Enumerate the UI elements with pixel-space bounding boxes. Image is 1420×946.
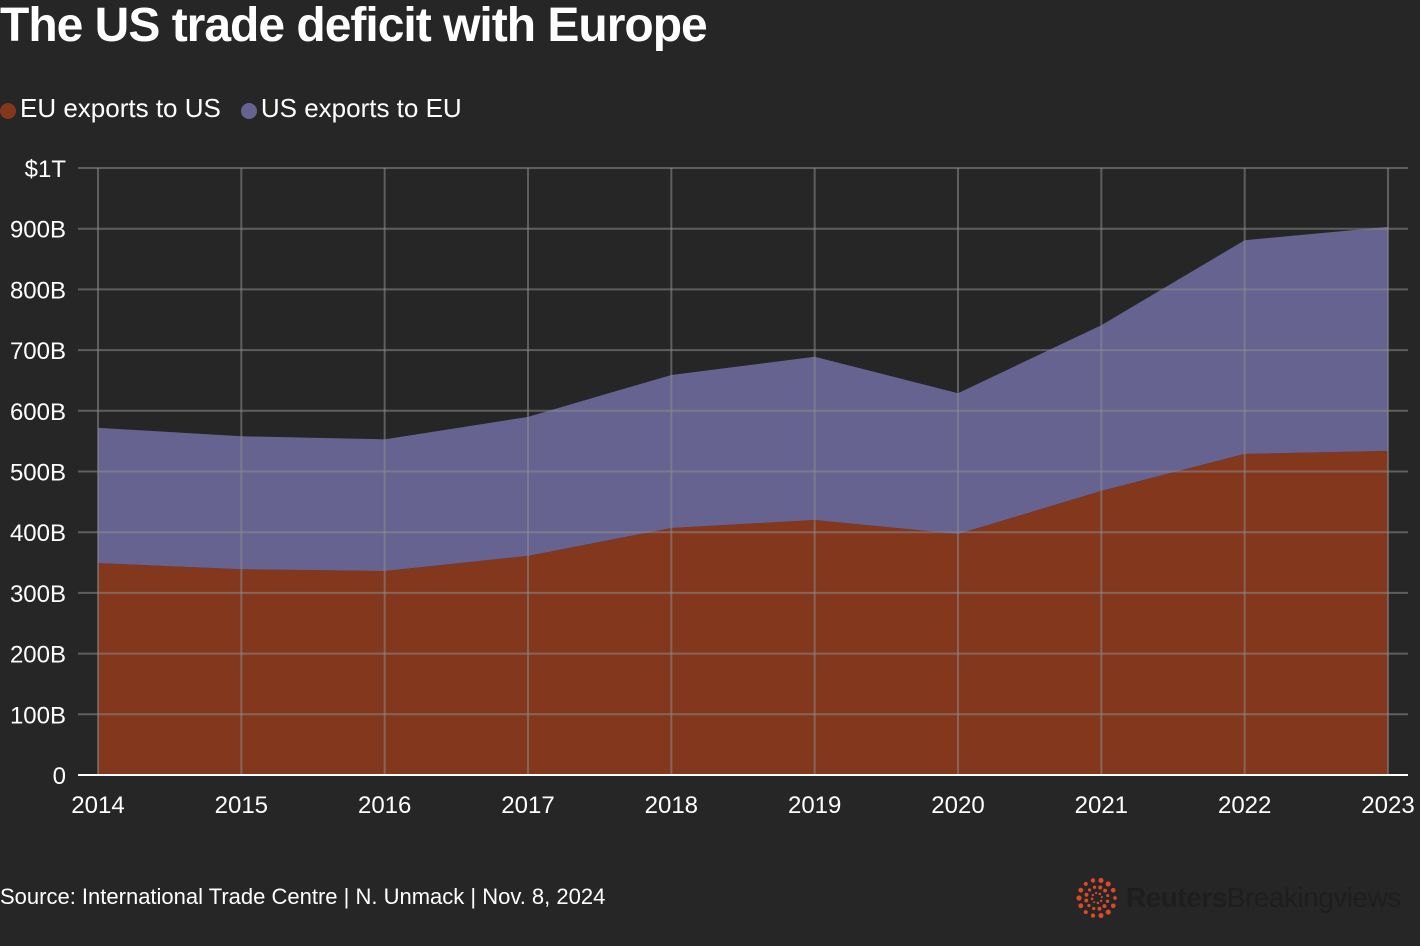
y-tick-label: 400B xyxy=(10,520,66,547)
x-tick-label: 2020 xyxy=(931,792,984,819)
source-note: Source: International Trade Centre | N. … xyxy=(0,884,606,909)
x-tick-label: 2014 xyxy=(71,792,124,819)
x-tick-label: 2023 xyxy=(1361,792,1414,819)
x-tick-label: 2021 xyxy=(1075,792,1128,819)
reuters-breakingviews-logo: ReutersBreakingviews xyxy=(1076,877,1401,919)
y-tick-label: 800B xyxy=(10,277,66,304)
x-tick-label: 2016 xyxy=(358,792,411,819)
legend-swatch-us xyxy=(240,102,257,119)
x-tick-label: 2022 xyxy=(1218,792,1271,819)
y-tick-label: 600B xyxy=(10,399,66,426)
chart-title: The US trade deficit with Europe xyxy=(0,0,708,52)
legend-label-eu: EU exports to US xyxy=(20,93,221,123)
legend-label-us: US exports to EU xyxy=(260,93,462,123)
y-tick-label: 700B xyxy=(10,338,66,365)
y-tick-label: 200B xyxy=(10,642,66,669)
legend-swatch-eu xyxy=(0,102,16,119)
x-tick-label: 2018 xyxy=(645,792,698,819)
y-tick-label: 0 xyxy=(53,763,66,790)
y-tick-label: 100B xyxy=(10,702,66,729)
reuters-logo-icon xyxy=(1076,877,1117,919)
legend-item-us: US exports to EU xyxy=(240,93,462,124)
y-tick-label: $1T xyxy=(25,156,67,183)
y-tick-label: 500B xyxy=(10,460,66,487)
x-tick-label: 2019 xyxy=(788,792,841,819)
legend-item-eu: EU exports to US xyxy=(0,93,221,124)
logo-text-light: Breakingviews xyxy=(1226,882,1402,913)
logo-text-bold: Reuters xyxy=(1126,882,1227,913)
legend: EU exports to US US exports to EU xyxy=(0,93,462,124)
x-tick-label: 2015 xyxy=(215,792,268,819)
x-tick-label: 2017 xyxy=(501,792,554,819)
y-tick-label: 300B xyxy=(10,581,66,608)
y-tick-label: 900B xyxy=(10,217,66,244)
area-series-1 xyxy=(98,226,1388,572)
